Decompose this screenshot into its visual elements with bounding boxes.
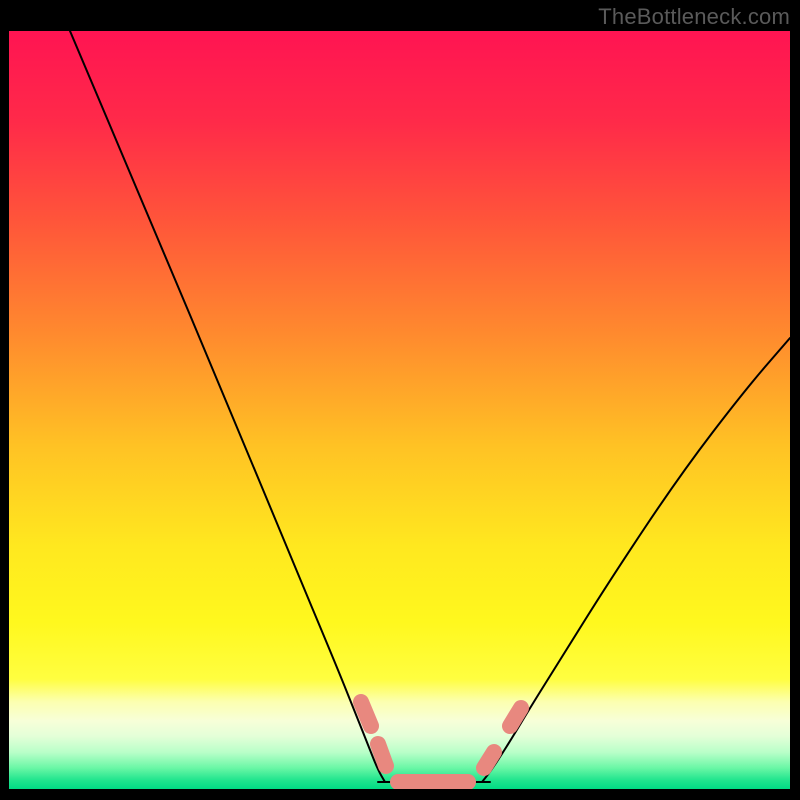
highlight-segment-3 bbox=[484, 752, 494, 768]
highlight-segment-4 bbox=[510, 708, 521, 726]
gradient-background bbox=[9, 31, 790, 789]
watermark-text: TheBottleneck.com bbox=[598, 4, 790, 30]
bottleneck-curve-chart bbox=[0, 0, 800, 800]
highlight-segment-1 bbox=[378, 744, 386, 766]
highlight-segment-0 bbox=[361, 702, 371, 726]
chart-stage: TheBottleneck.com bbox=[0, 0, 800, 800]
